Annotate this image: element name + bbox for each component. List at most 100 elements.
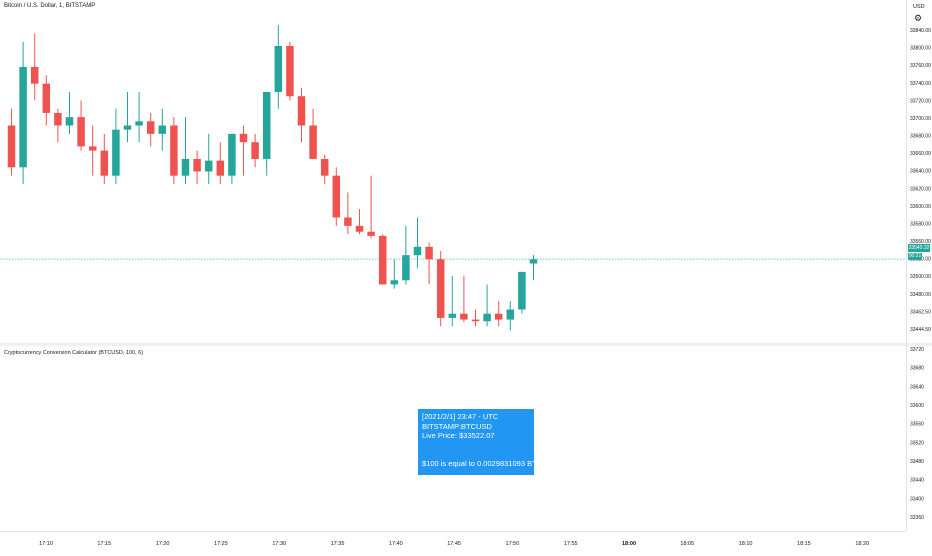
conversion-info-box: [2021/2/1] 23:47 - UTC BITSTAMP:BTCUSD L… <box>418 409 543 475</box>
candle-body <box>471 319 480 322</box>
candle <box>448 276 457 327</box>
price-tick-label: 33600.00 <box>910 204 931 210</box>
price-tick-label: 33680.00 <box>910 134 931 140</box>
candle-body <box>286 46 294 97</box>
candle-body <box>483 313 491 322</box>
time-tick-label: 17:25 <box>214 541 228 547</box>
candle-body <box>378 235 387 285</box>
candle <box>228 133 236 185</box>
candle-body <box>262 92 271 159</box>
info-blank-line <box>422 441 530 451</box>
candle <box>77 100 85 151</box>
candle-body <box>309 125 317 159</box>
price-axis[interactable]: 33840.00 33800.00 33760.00 33740.00 33720.00… <box>906 0 932 531</box>
candle-body <box>344 217 352 226</box>
last-price-tag: 33540.32 <box>908 244 930 252</box>
time-axis[interactable]: 17:10 17:15 17:20 17:25 17:30 17:35 17:40 17:45… <box>0 531 906 551</box>
pane-separator[interactable] <box>0 343 932 346</box>
candle-body <box>158 125 167 134</box>
candle <box>30 33 39 101</box>
info-conversion-line: $100 is equal to 0.0029831093 BTC <box>422 459 543 468</box>
candle-body <box>436 259 445 318</box>
candle-body <box>170 125 178 176</box>
candle <box>193 150 201 185</box>
candle-body <box>100 150 109 176</box>
symbol-legend[interactable]: Bitcoin / U.S. Dollar, 1, BITSTAMP <box>4 3 96 9</box>
candle-body <box>494 313 503 320</box>
candle <box>216 142 225 185</box>
candle-body <box>332 175 341 218</box>
candle <box>483 284 491 327</box>
candle-body <box>204 160 213 172</box>
time-tick-label: 17:10 <box>39 541 53 547</box>
gear-icon[interactable]: ⚙ <box>913 13 923 23</box>
time-tick-label: 17:15 <box>97 541 111 547</box>
indicator-legend[interactable]: Cryptocurrency Conversion Calculator (BT… <box>4 350 144 356</box>
time-axis-labels: 17:10 17:15 17:20 17:25 17:30 17:35 17:40 17:45… <box>39 541 869 547</box>
candle <box>529 255 538 281</box>
time-tick-label: 18:10 <box>739 541 753 547</box>
candle-body <box>65 117 74 126</box>
candle <box>332 167 341 226</box>
candle <box>320 154 329 185</box>
candle <box>494 301 503 327</box>
candle <box>344 192 352 235</box>
indicator-tick-label: 33480 <box>910 459 924 465</box>
candle <box>251 133 259 168</box>
candle-body <box>425 246 433 260</box>
candle <box>518 271 526 314</box>
candle-body <box>77 117 85 147</box>
candle <box>367 175 375 239</box>
price-tick-label: 33444.50 <box>910 327 931 333</box>
price-tick-label: 33480.00 <box>910 292 931 298</box>
time-tick-label: 17:55 <box>564 541 578 547</box>
candle-body <box>506 309 515 320</box>
info-symbol-line: BITSTAMP:BTCUSD <box>422 421 492 431</box>
indicator-tick-label: 33400 <box>910 496 924 502</box>
candle-body <box>320 158 329 176</box>
bar-countdown-tag: 00:21 <box>908 253 922 260</box>
indicator-tick-label: 33360 <box>910 515 924 521</box>
price-tick-label: 33700.00 <box>910 116 931 122</box>
indicator-tick-label: 33600 <box>910 403 924 409</box>
time-tick-label: 17:30 <box>272 541 286 547</box>
time-tick-label: 18:15 <box>797 541 811 547</box>
candle <box>309 108 317 159</box>
candle <box>436 250 445 327</box>
candlestick-chart[interactable] <box>0 0 906 343</box>
time-tick-label: 17:20 <box>156 541 170 547</box>
candle <box>460 276 468 323</box>
indicator-tick-label: 33640 <box>910 384 924 390</box>
price-tick-label: 33500.00 <box>910 274 931 280</box>
candle <box>355 209 364 235</box>
main-chart-pane[interactable] <box>0 0 906 343</box>
price-tick-label: 33720.00 <box>910 98 931 104</box>
indicator-tick-label: 33680 <box>910 366 924 372</box>
candle-body <box>30 66 39 84</box>
candle <box>146 112 155 147</box>
candle-body <box>88 146 97 151</box>
price-tick-label: 33660.00 <box>910 151 931 157</box>
candle <box>7 108 16 176</box>
price-tick-label: 33800.00 <box>910 46 931 52</box>
candle-body <box>193 158 201 172</box>
candle-body <box>42 83 51 113</box>
candle-body <box>135 121 143 126</box>
candle-body <box>19 66 27 168</box>
candle <box>65 92 74 134</box>
candle-body <box>7 125 16 168</box>
candle-body <box>251 142 259 159</box>
candle <box>42 75 51 126</box>
info-date-line: [2021/2/1] 23:47 - UTC <box>422 412 499 421</box>
price-tick-label: 33840.00 <box>910 28 931 34</box>
candle-body <box>274 46 283 93</box>
candle <box>239 125 248 176</box>
time-tick-label: 18:00 <box>622 541 636 547</box>
indicator-tick-label: 33720 <box>910 347 924 353</box>
time-tick-label: 17:40 <box>389 541 403 547</box>
time-tick-label: 18:05 <box>680 541 694 547</box>
price-tick-label: 33620.00 <box>910 186 931 192</box>
candle-body <box>112 129 120 176</box>
candle <box>402 225 410 285</box>
info-price-line: Live Price: $33522.07 <box>422 431 495 440</box>
